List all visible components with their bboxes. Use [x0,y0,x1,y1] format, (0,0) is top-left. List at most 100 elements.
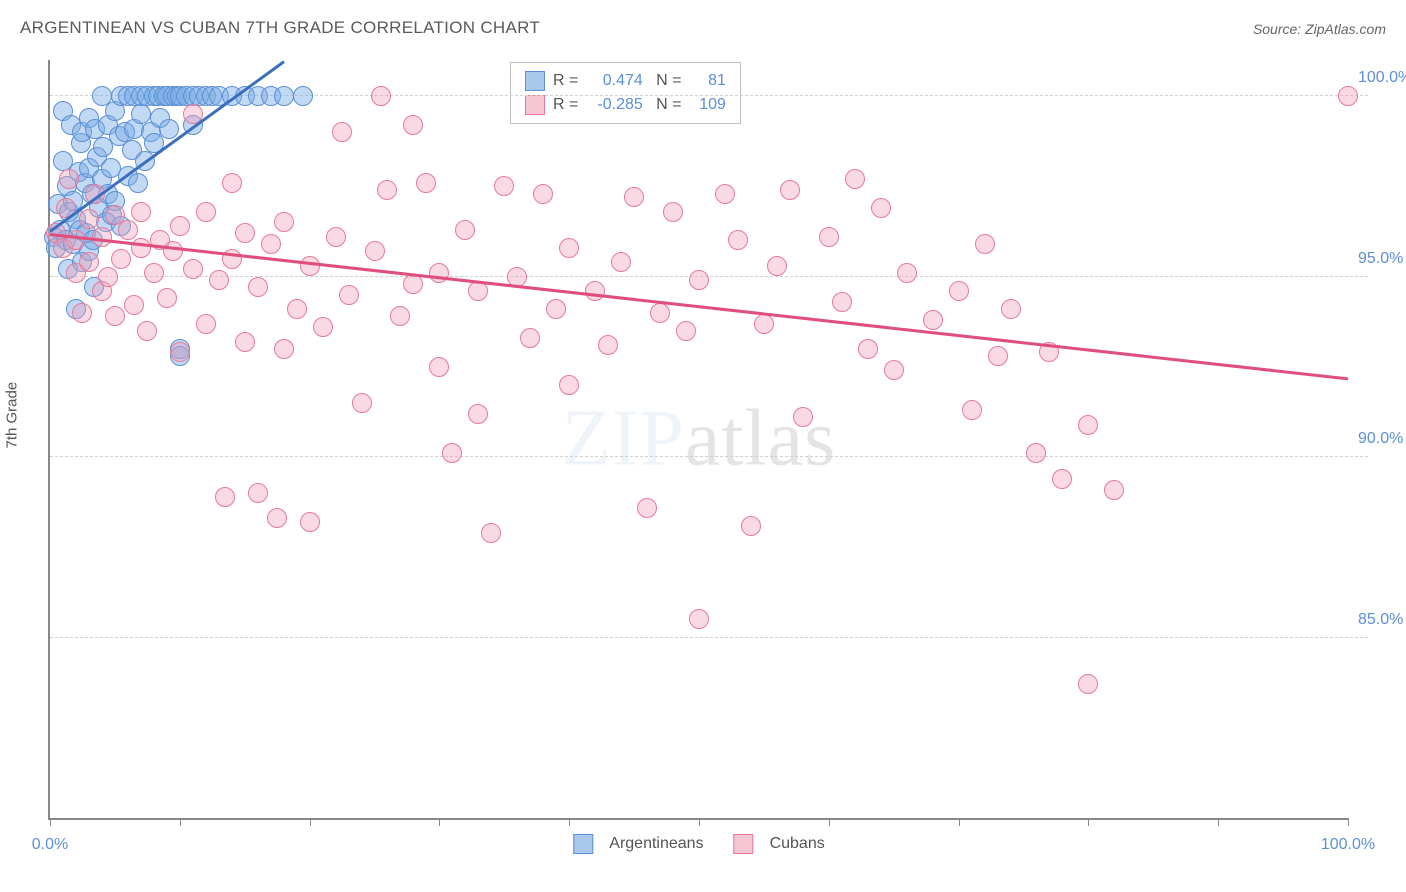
x-tick [439,818,440,826]
scatter-point [339,285,359,305]
scatter-point [163,241,183,261]
swatch-cubans [525,95,545,115]
scatter-point [481,523,501,543]
scatter-point [137,321,157,341]
x-tick [699,818,700,826]
scatter-point [371,86,391,106]
scatter-point [689,609,709,629]
scatter-point [293,86,313,106]
chart-title: ARGENTINEAN VS CUBAN 7TH GRADE CORRELATI… [20,18,540,37]
scatter-point [780,180,800,200]
y-tick-label: 85.0% [1358,611,1406,629]
scatter-point [183,259,203,279]
scatter-point [442,443,462,463]
x-tick [1088,818,1089,826]
scatter-point [111,249,131,269]
scatter-point [598,335,618,355]
x-tick [50,818,51,826]
scatter-point [170,216,190,236]
x-tick-label: 0.0% [32,836,68,854]
scatter-point [975,234,995,254]
source-label: Source: ZipAtlas.com [1253,21,1386,37]
scatter-point [949,281,969,301]
stats-row-2: R = -0.285 N = 109 [525,93,726,117]
scatter-point [663,202,683,222]
y-tick-label: 90.0% [1358,430,1406,448]
scatter-point [884,360,904,380]
scatter-point [124,295,144,315]
scatter-point [118,220,138,240]
x-tick [959,818,960,826]
scatter-point [72,303,92,323]
x-tick-label: 100.0% [1321,836,1375,854]
scatter-point [248,483,268,503]
scatter-point [235,223,255,243]
scatter-point [222,173,242,193]
scatter-point [624,187,644,207]
scatter-point [267,508,287,528]
scatter-point [832,292,852,312]
scatter-point [274,86,294,106]
scatter-point [585,281,605,301]
watermark: ZIPatlas [562,394,837,485]
scatter-point [377,180,397,200]
y-tick-label: 100.0% [1358,69,1406,87]
x-tick [569,818,570,826]
scatter-point [546,299,566,319]
scatter-point [520,328,540,348]
scatter-point [559,375,579,395]
trend-line [50,233,1348,380]
scatter-point [209,270,229,290]
scatter-point [390,306,410,326]
scatter-point [533,184,553,204]
scatter-point [59,169,79,189]
scatter-point [1052,469,1072,489]
scatter-point [923,310,943,330]
scatter-point [300,512,320,532]
scatter-point [741,516,761,536]
scatter-point [1078,415,1098,435]
scatter-point [248,277,268,297]
scatter-point [858,339,878,359]
scatter-point [157,288,177,308]
scatter-point [793,407,813,427]
legend-item: Cubans [734,834,825,854]
scatter-point [196,202,216,222]
legend-swatch [573,834,593,854]
scatter-point [287,299,307,319]
x-tick [310,818,311,826]
x-tick [180,818,181,826]
scatter-point [313,317,333,337]
gridline [50,456,1368,457]
scatter-point [429,357,449,377]
scatter-point [196,314,216,334]
scatter-point [715,184,735,204]
scatter-point [650,303,670,323]
x-tick [1348,818,1349,826]
x-tick [829,818,830,826]
y-tick-label: 95.0% [1358,250,1406,268]
x-tick [1218,818,1219,826]
scatter-point [728,230,748,250]
scatter-point [326,227,346,247]
scatter-point [128,173,148,193]
scatter-point [66,230,86,250]
gridline [50,276,1368,277]
scatter-point [144,263,164,283]
scatter-point [403,115,423,135]
scatter-point [845,169,865,189]
stats-row-1: R = 0.474 N = 81 [525,69,726,93]
legend-label: Cubans [770,835,825,853]
swatch-argentineans [525,71,545,91]
scatter-point [767,256,787,276]
scatter-point [689,270,709,290]
legend-swatch [734,834,754,854]
scatter-point [559,238,579,258]
scatter-point [159,119,179,139]
scatter-point [455,220,475,240]
scatter-point [215,487,235,507]
scatter-point [131,104,151,124]
plot-area: ZIPatlas R = 0.474 N = 81 R = -0.285 N =… [48,60,1348,820]
series-legend: ArgentineansCubans [573,834,824,854]
gridline [50,637,1368,638]
